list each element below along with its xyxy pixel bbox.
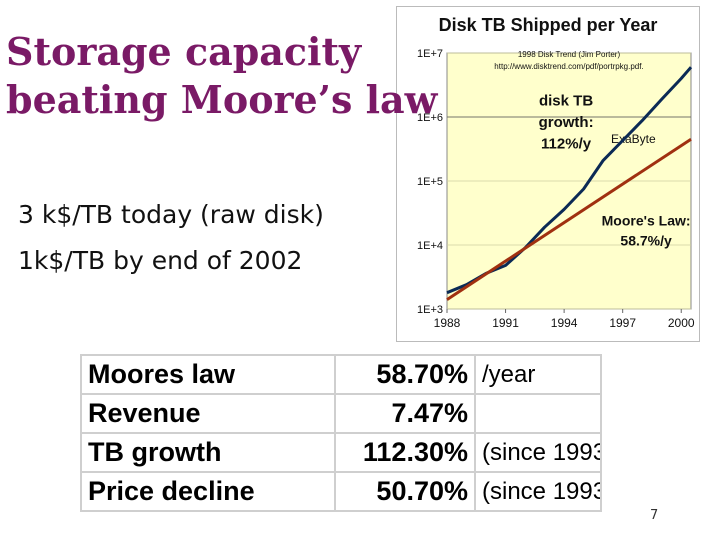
moores-law-label: 58.7%/y	[620, 233, 672, 249]
title-line-1: Storage capacity	[6, 29, 362, 74]
disk-growth-label: 112%/y	[541, 136, 592, 153]
table-row: Moores law 58.70%/year	[80, 354, 602, 395]
table-row: TB growth 112.30% (since 1993)	[80, 432, 602, 473]
x-tick-label: 2000	[668, 316, 695, 330]
value-cell: 50.70%	[334, 471, 476, 512]
metric-cell: TB growth	[80, 432, 336, 473]
table-row: Price decline 50.70% (since 1993)	[80, 471, 602, 512]
x-tick-label: 1988	[434, 316, 461, 330]
moores-law-label: Moore's Law:	[602, 213, 691, 229]
y-tick-label: 1E+4	[417, 240, 443, 252]
note-cell: /year	[474, 354, 602, 395]
note-cell: (since 1993)	[474, 471, 602, 512]
y-tick-label: 1E+7	[417, 48, 443, 60]
stats-table: Moores law 58.70%/year Revenue 7.47% TB grow…	[80, 354, 602, 512]
value-cell: 58.70%	[334, 354, 476, 395]
y-tick-label: 1E+3	[417, 304, 443, 316]
value-cell: 7.47%	[334, 393, 476, 434]
bullet-list: 3 k$/TB today (raw disk) 1k$/TB by end o…	[18, 192, 324, 284]
y-tick-label: 1E+5	[417, 176, 443, 188]
moores-law-series-line	[446, 137, 692, 301]
slide-title: Storage capacity beating Moore’s law	[6, 28, 437, 124]
metric-cell: Revenue	[80, 393, 336, 434]
bullet-cost-2002: 1k$/TB by end of 2002	[18, 246, 303, 275]
x-tick-label: 1991	[492, 316, 519, 330]
metric-cell: Price decline	[80, 471, 336, 512]
title-line-2: beating Moore’s law	[6, 77, 438, 122]
chart-svg: 1E+3 1E+4 1E+5 1E+6 1E+7 1988 1991 1994 1997 2000…	[417, 15, 695, 330]
metric-cell: Moores law	[80, 354, 336, 395]
table-row: Revenue 7.47%	[80, 393, 602, 434]
chart-subtitle-url: http://www.disktrend.com/pdf/portrpkg.pd…	[494, 62, 643, 71]
x-tick-label: 1994	[551, 316, 578, 330]
page-number: 7	[650, 508, 659, 523]
chart-title: Disk TB Shipped per Year	[439, 15, 658, 35]
bullet-cost-today: 3 k$/TB today (raw disk)	[18, 200, 324, 229]
chart-subtitle-source: 1998 Disk Trend (Jim Porter)	[518, 50, 621, 59]
note-cell: (since 1993)	[474, 432, 602, 473]
disk-growth-label: growth:	[539, 114, 594, 131]
disk-growth-label: disk TB	[539, 93, 593, 110]
note-cell	[474, 393, 602, 434]
disk-tb-chart: 1E+3 1E+4 1E+5 1E+6 1E+7 1988 1991 1994 1997 2000…	[396, 6, 700, 342]
y-tick-label: 1E+6	[417, 112, 443, 124]
x-tick-label: 1997	[609, 316, 636, 330]
value-cell: 112.30%	[334, 432, 476, 473]
